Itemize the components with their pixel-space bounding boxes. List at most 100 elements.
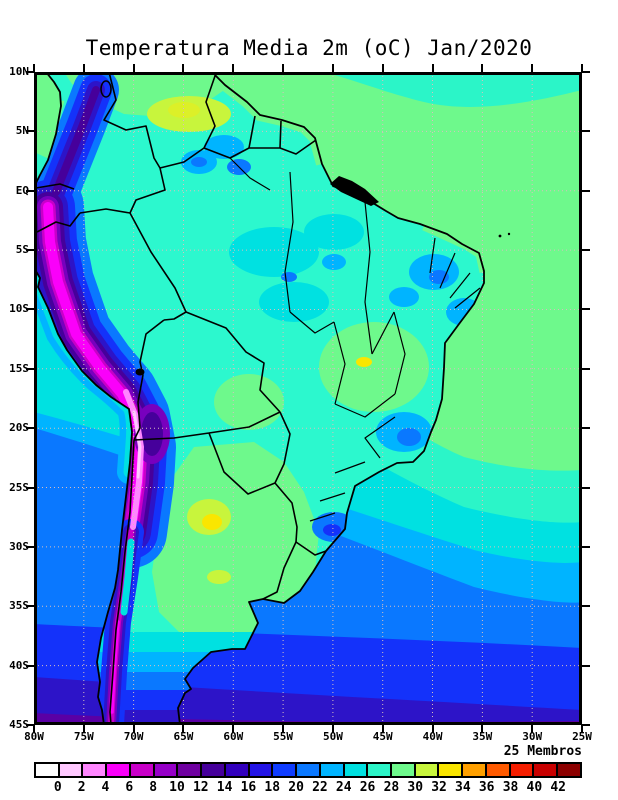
lat-axis-label: 10N [9, 65, 29, 78]
axis-tick [581, 725, 583, 733]
axis-tick [582, 427, 590, 430]
colorbar-tick-label: 0 [53, 780, 62, 795]
amazon-delta [330, 176, 379, 206]
axis-tick [582, 308, 590, 311]
axis-tick [582, 367, 590, 370]
graticule [34, 72, 582, 725]
axis-tick [26, 130, 34, 133]
lon-axis-label: 55W [273, 730, 294, 743]
lon-axis-label: 60W [223, 730, 244, 743]
colorbar-tick-label: 28 [383, 780, 400, 795]
axis-tick [232, 725, 235, 733]
axis-tick [582, 189, 590, 192]
lon-axis-label: 35W [472, 730, 493, 743]
colorbar-cell [223, 762, 250, 778]
axis-tick [33, 725, 35, 733]
axis-tick [26, 664, 34, 667]
axis-tick [582, 486, 590, 489]
colorbar-cell [271, 762, 298, 778]
colorbar-tick-label: 24 [335, 780, 352, 795]
colorbar-cell [413, 762, 440, 778]
country-borders [35, 72, 327, 725]
axis-tick [26, 486, 34, 489]
colorbar-cell [556, 762, 582, 778]
colorbar-tick-label: 2 [77, 780, 86, 795]
colorbar-tick-label: 32 [431, 780, 447, 795]
colorbar-cell [390, 762, 416, 778]
colorbar-cell [34, 762, 60, 778]
colorbar [34, 762, 582, 778]
colorbar-tick-label: 22 [312, 780, 328, 795]
axis-tick [431, 725, 434, 733]
axis-tick [26, 189, 34, 192]
axis-tick [582, 71, 590, 73]
axis-tick [82, 725, 85, 733]
axis-tick [331, 725, 334, 733]
map-frame [34, 72, 582, 725]
axis-tick [82, 64, 85, 72]
lon-axis-label: 25W [572, 730, 592, 743]
axis-tick [381, 725, 384, 733]
colorbar-tick-label: 30 [407, 780, 424, 795]
axis-tick [381, 64, 384, 72]
lon-axis-label: 70W [123, 730, 144, 743]
axis-tick [182, 64, 185, 72]
axis-tick [481, 64, 484, 72]
colorbar-tick-label: 38 [502, 780, 519, 795]
andes-cold-core [34, 72, 176, 725]
lon-axis-label: 45W [372, 730, 393, 743]
colorbar-cell [508, 762, 535, 778]
lon-axis-label: 30W [522, 730, 543, 743]
colorbar-tick-label: 36 [478, 780, 495, 795]
axis-tick [26, 308, 34, 311]
axis-tick [531, 64, 534, 72]
axis-tick [431, 64, 434, 72]
colorbar-cell [200, 762, 226, 778]
island-dot [507, 232, 511, 236]
axis-tick [582, 545, 590, 548]
colorbar-tick-label: 4 [101, 780, 110, 795]
island-dot [498, 234, 502, 238]
axis-tick [26, 427, 34, 430]
colorbar-tick-label: 6 [125, 780, 134, 795]
colorbar-cell [57, 762, 84, 778]
lat-axis-label: 45S [9, 718, 29, 731]
axis-tick [132, 64, 135, 72]
axis-tick [26, 724, 34, 726]
colorbar-cell [176, 762, 203, 778]
lat-axis-label: 25S [9, 480, 29, 494]
colorbar-cell [484, 762, 511, 778]
axis-tick [582, 664, 590, 667]
axis-tick [26, 545, 34, 548]
lat-axis-label: 20S [9, 421, 29, 435]
colorbar-cell [81, 762, 108, 778]
page-title: Temperatura Media 2m (oC) Jan/2020 [85, 36, 533, 60]
colorbar-cell [366, 762, 393, 778]
lat-axis-label: 30S [9, 539, 29, 553]
colorbar-tick-label: 26 [359, 780, 376, 795]
members-label: 25 Membros [503, 744, 582, 759]
colorbar-tick-label: 34 [455, 780, 471, 795]
axis-tick [531, 725, 534, 733]
colorbar-cell [247, 762, 274, 778]
axis-tick [331, 64, 334, 72]
colorbar-cell [318, 762, 345, 778]
lon-axis-label: 65W [173, 730, 194, 743]
colorbar-cell [295, 762, 321, 778]
colorbar-cell [128, 762, 155, 778]
map-area [34, 72, 582, 725]
colorbar-tick-label: 14 [216, 780, 233, 795]
lake-maracaibo [100, 80, 112, 98]
axis-tick [282, 64, 285, 72]
axis-tick [33, 64, 35, 72]
axis-tick [481, 725, 484, 733]
axis-tick [582, 130, 590, 133]
lat-axis-label: 5N [15, 124, 29, 138]
axis-tick [182, 725, 185, 733]
axis-tick [26, 71, 34, 73]
colorbar-cell [342, 762, 369, 778]
lon-axis-label: 80W [24, 730, 44, 743]
axis-tick [282, 725, 285, 733]
axis-tick [26, 605, 34, 608]
